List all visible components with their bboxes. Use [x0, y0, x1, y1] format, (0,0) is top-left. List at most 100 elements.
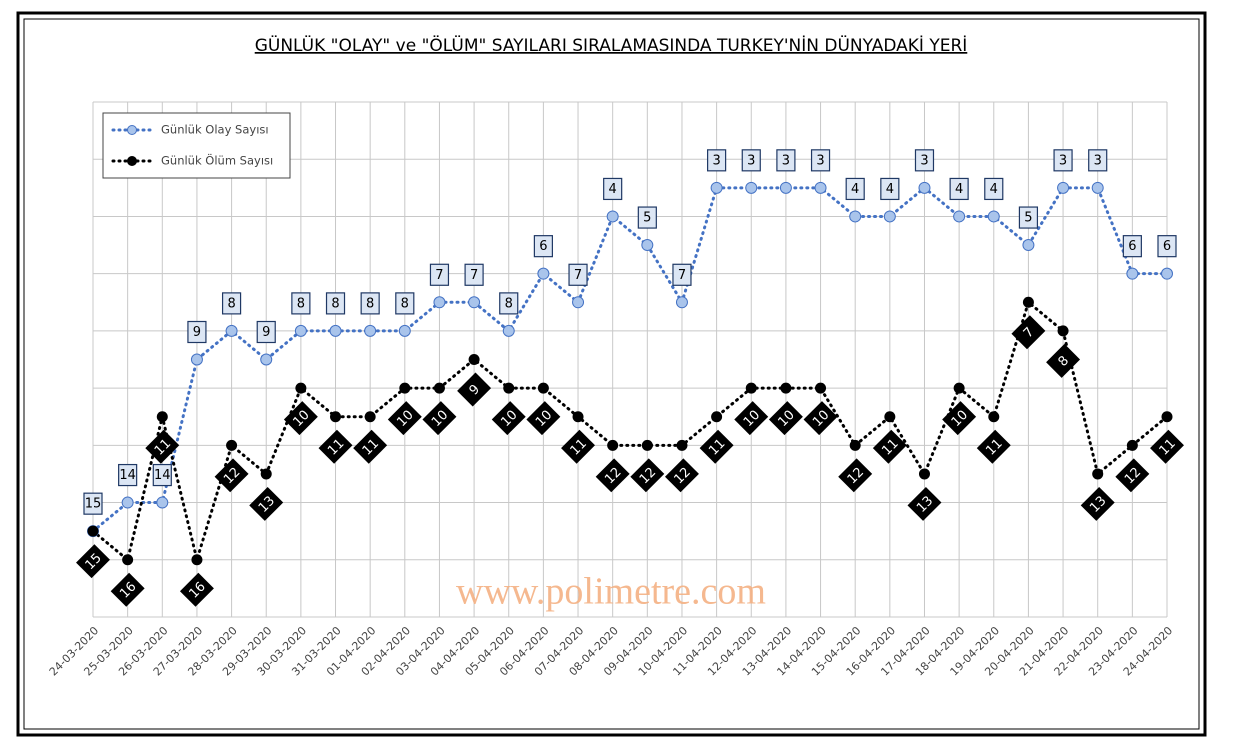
data-label: 7	[678, 268, 686, 283]
inner-frame	[23, 18, 1200, 730]
label-box	[872, 429, 907, 464]
data-label-group: 11	[318, 429, 353, 464]
label-box	[776, 149, 796, 172]
marker	[711, 411, 723, 423]
marker	[329, 324, 342, 337]
data-label-group: 11	[561, 429, 596, 464]
marker	[987, 210, 1000, 223]
marker	[1161, 411, 1173, 423]
data-label: 3	[747, 153, 755, 168]
data-label-group: 10	[422, 401, 457, 436]
data-label-group: 12	[664, 458, 699, 493]
data-label: 8	[401, 296, 409, 311]
legend-marker	[127, 156, 137, 166]
label-box	[707, 149, 727, 172]
legend-marker	[127, 125, 137, 135]
label-box	[283, 401, 318, 436]
label-box	[221, 292, 242, 315]
marker	[745, 382, 757, 394]
data-label: 8	[505, 296, 513, 311]
label-box	[1150, 429, 1184, 464]
data-label: 14	[119, 468, 136, 483]
marker	[779, 181, 792, 194]
marker	[988, 411, 1000, 423]
data-label: 3	[1059, 153, 1067, 168]
data-label: 3	[782, 153, 790, 168]
data-label: 8	[227, 296, 235, 311]
marker	[537, 382, 549, 394]
marker	[1022, 239, 1035, 252]
label-box	[699, 429, 734, 464]
label-box	[942, 401, 977, 436]
data-label-group: 10	[803, 401, 838, 436]
data-label: 7	[435, 268, 443, 283]
marker	[260, 468, 272, 480]
data-label: 4	[990, 182, 998, 197]
series-line	[91, 299, 1169, 566]
marker	[1092, 468, 1104, 480]
marker	[226, 439, 238, 451]
marker	[1091, 181, 1104, 194]
marker	[849, 439, 861, 451]
marker	[780, 382, 792, 394]
marker	[745, 181, 758, 194]
data-label-group: 10	[491, 401, 526, 436]
data-label-group: 11	[872, 429, 907, 464]
label-box	[464, 263, 484, 286]
marker	[1057, 325, 1069, 337]
data-label-group: 10	[734, 401, 769, 436]
marker	[156, 496, 169, 509]
marker	[953, 210, 966, 223]
data-label: 4	[886, 182, 894, 197]
marker	[1057, 181, 1070, 194]
data-label-group: 11	[1150, 429, 1184, 464]
marker	[1126, 267, 1139, 280]
label-box	[949, 177, 969, 201]
marker	[884, 411, 896, 423]
data-label-group: 10	[768, 401, 803, 436]
label-box	[1115, 458, 1150, 493]
label-box	[83, 492, 103, 515]
label-box	[360, 292, 380, 315]
data-label: 3	[816, 153, 824, 168]
label-box	[110, 572, 145, 607]
data-label: 8	[366, 296, 374, 311]
label-box	[318, 429, 353, 464]
label-box	[734, 401, 769, 436]
data-label-group: 10	[942, 401, 977, 436]
label-box	[499, 292, 519, 315]
label-box	[603, 177, 623, 201]
data-label: 4	[955, 182, 963, 197]
label-box	[810, 149, 831, 172]
marker	[190, 353, 203, 366]
data-label-group: 12	[595, 458, 630, 493]
data-label-group: 12	[838, 458, 873, 493]
data-label-group: 12	[1115, 458, 1150, 493]
marker	[191, 554, 203, 566]
marker	[815, 382, 827, 394]
marker	[399, 382, 411, 394]
data-label: 3	[712, 153, 720, 168]
label-box	[568, 263, 588, 286]
data-label-group: 16	[110, 572, 145, 607]
label-box	[1018, 206, 1039, 229]
marker	[433, 296, 446, 309]
label-box	[291, 292, 311, 315]
data-label-group: 12	[214, 458, 249, 493]
marker	[260, 353, 273, 366]
data-label: 4	[609, 182, 617, 197]
label-box	[1157, 235, 1177, 258]
data-label-group: 13	[1080, 486, 1115, 521]
label-box	[256, 320, 276, 344]
frame	[16, 11, 1207, 737]
marker	[468, 354, 480, 365]
label-box	[845, 177, 865, 201]
marker	[398, 324, 411, 337]
legend-label: Günlük Ölüm Sayısı	[161, 152, 273, 168]
data-label: 7	[574, 268, 582, 283]
data-label: 14	[154, 468, 171, 483]
watermark: www.polimetre.com	[456, 571, 766, 613]
marker	[572, 296, 585, 309]
marker	[676, 439, 688, 451]
marker	[503, 382, 515, 394]
